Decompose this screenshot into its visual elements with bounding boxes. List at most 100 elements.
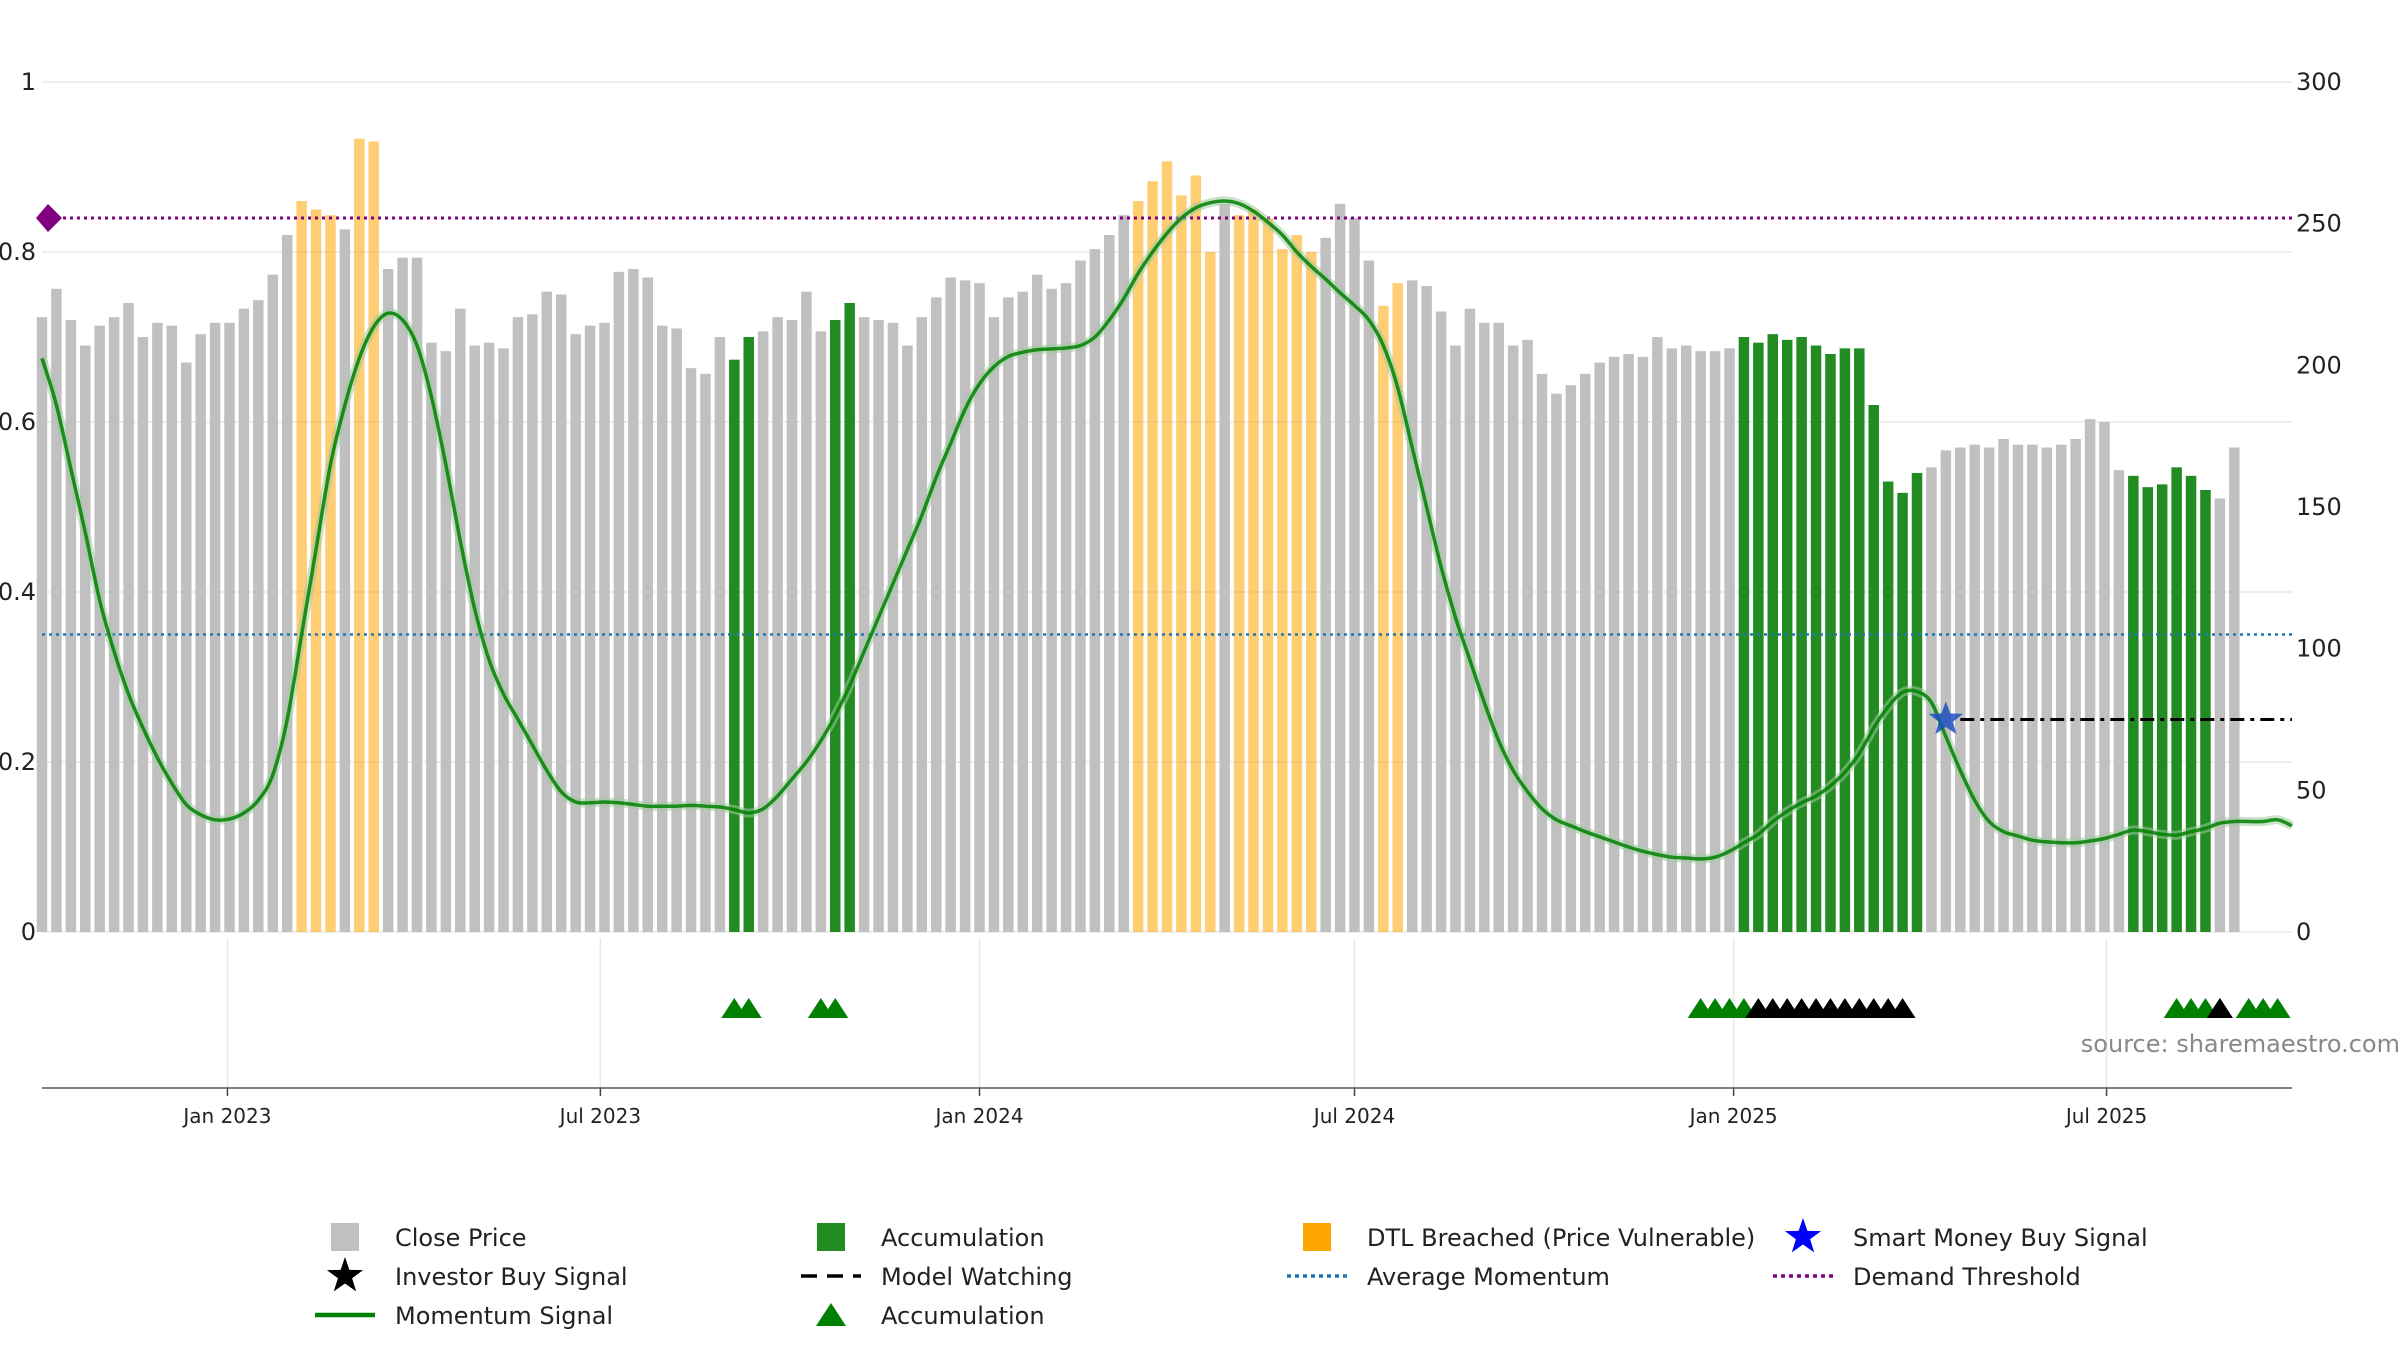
price-bar <box>1450 345 1461 932</box>
price-bar <box>1421 286 1432 932</box>
legend-label: Investor Buy Signal <box>395 1263 628 1291</box>
price-bar <box>2027 444 2038 932</box>
y-left-tick-label: 0.2 <box>0 748 36 776</box>
price-bar <box>1522 339 1533 932</box>
price-bar <box>858 317 870 933</box>
y-right-tick-label: 200 <box>2296 351 2342 379</box>
price-bar <box>1695 351 1706 933</box>
smart-money-star-icon <box>1928 701 1963 735</box>
price-bar <box>1868 405 1879 932</box>
price-bar <box>1363 260 1375 932</box>
price-bar <box>224 322 235 932</box>
legend-item: Accumulation <box>817 1223 1045 1252</box>
price-bar <box>512 317 524 933</box>
price-bar <box>1724 348 1735 932</box>
source-credit: source: sharemaestro.com <box>2081 1030 2400 1058</box>
price-bar <box>296 201 307 932</box>
price-bar <box>700 373 711 932</box>
price-bar <box>1637 356 1649 932</box>
price-bar <box>1104 235 1115 932</box>
price-bar <box>411 257 423 933</box>
price-bar <box>930 297 942 932</box>
price-bar <box>1132 201 1144 932</box>
price-bar <box>887 322 899 932</box>
price-bar <box>426 342 437 933</box>
price-bar <box>94 325 105 933</box>
legend-label: DTL Breached (Price Vulnerable) <box>1367 1224 1755 1252</box>
price-bar <box>1983 447 1995 932</box>
momentum-layer <box>36 196 2294 864</box>
price-bar <box>743 337 754 932</box>
price-bar <box>1969 444 1980 932</box>
price-bar <box>1291 235 1303 932</box>
price-bar <box>916 317 928 933</box>
y-left-tick-label: 0.4 <box>0 578 36 606</box>
price-bar <box>2200 490 2211 932</box>
y-right-tick-label: 100 <box>2296 635 2342 663</box>
legend-item: Momentum Signal <box>315 1302 613 1330</box>
price-bar <box>36 317 48 933</box>
price-bar <box>2041 447 2053 932</box>
green-triangle-icon <box>816 1303 846 1326</box>
price-bar <box>1565 385 1577 933</box>
price-bar <box>1046 288 1057 932</box>
signal-markers <box>721 701 2291 1018</box>
y-right-tick-label: 50 <box>2296 776 2327 804</box>
price-bar <box>1940 450 1952 932</box>
price-bar <box>541 291 553 933</box>
price-bar <box>469 345 480 932</box>
price-bar <box>1998 439 2009 932</box>
price-bar <box>1839 348 1851 932</box>
legend-item: Close Price <box>331 1223 527 1252</box>
price-bar <box>281 235 293 932</box>
price-bar <box>1464 308 1476 933</box>
price-bar <box>1709 351 1721 933</box>
price-bar <box>2128 475 2139 932</box>
price-bar <box>1652 337 1663 932</box>
price-bar <box>599 322 610 932</box>
price-bar <box>209 322 221 932</box>
price-bar <box>2171 467 2182 932</box>
price-bar <box>1767 334 1779 933</box>
x-tick-label: Jan 2025 <box>1688 1104 1778 1128</box>
x-tick-label: Jan 2024 <box>933 1104 1023 1128</box>
price-bar <box>656 325 668 933</box>
price-bar <box>195 334 206 933</box>
price-bar <box>1089 249 1101 932</box>
price-bar <box>527 314 538 932</box>
blue-star-icon <box>1784 1218 1822 1253</box>
legend-item: Smart Money Buy Signal <box>1784 1218 2148 1253</box>
price-bar <box>51 288 62 932</box>
x-tick-label: Jul 2023 <box>558 1104 641 1128</box>
price-bar <box>1248 209 1259 932</box>
price-bar <box>959 280 971 932</box>
price-bar <box>1349 218 1360 932</box>
price-bar <box>2055 444 2067 932</box>
price-bar <box>339 229 351 933</box>
price-bar <box>1479 322 1490 932</box>
price-bar <box>1406 280 1418 932</box>
legend-item: DTL Breached (Price Vulnerable) <box>1303 1223 1755 1252</box>
price-bar <box>1897 492 1908 932</box>
price-bar <box>1147 181 1158 932</box>
price-bar <box>1176 195 1187 933</box>
price-bar <box>1031 274 1043 933</box>
legend-item: Average Momentum <box>1287 1263 1610 1291</box>
price-bar <box>368 141 379 932</box>
price-bar <box>1017 291 1029 933</box>
price-bar <box>180 362 192 932</box>
price-bar <box>440 351 452 933</box>
legend-label: Average Momentum <box>1367 1263 1610 1291</box>
price-bar <box>123 303 134 932</box>
price-bar <box>1205 252 1216 932</box>
price-bar <box>1277 249 1288 932</box>
price-bar <box>253 300 264 933</box>
price-bar <box>1680 345 1692 932</box>
price-bar <box>830 320 841 932</box>
price-bar <box>757 331 769 932</box>
x-tick-label: Jul 2025 <box>2064 1104 2147 1128</box>
price-bar <box>1493 322 1504 932</box>
price-bar <box>1262 218 1274 932</box>
price-bar <box>2156 484 2168 932</box>
